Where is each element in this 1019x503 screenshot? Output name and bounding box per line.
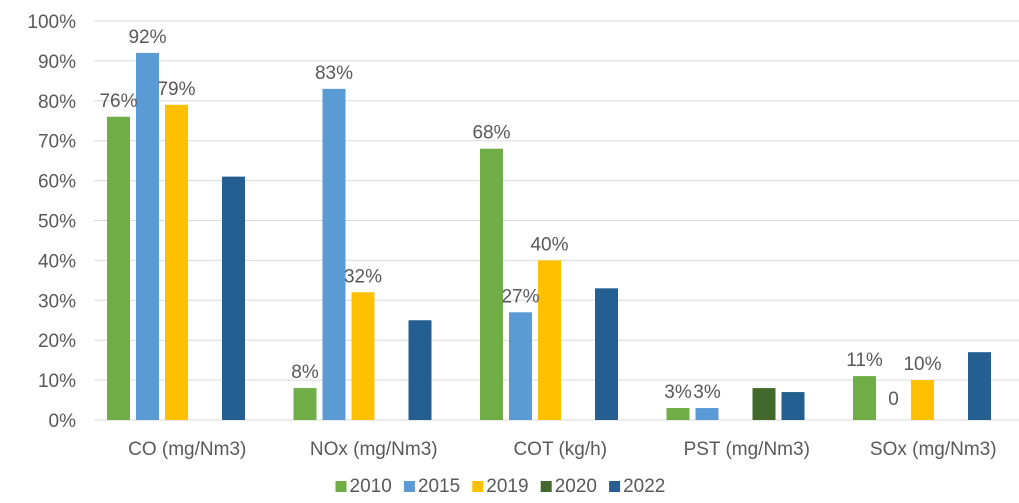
bar-2015 <box>509 312 532 420</box>
bar-2010 <box>853 376 876 420</box>
legend-swatch-2019 <box>472 481 484 492</box>
data-labels: 76% 92% 79% 8% 83% 32% 68% 27% 40% 3% 3% 11%010% <box>99 27 941 410</box>
bar-2010 <box>480 148 503 420</box>
legend-label: 2010 <box>350 476 392 497</box>
data-label: 3% <box>664 382 692 403</box>
x-tick-label: SOx (mg/Nm3) <box>870 439 997 460</box>
legend-swatch-2015 <box>403 481 415 492</box>
y-tick-label: 50% <box>38 212 76 233</box>
bar-2022 <box>222 176 245 420</box>
y-tick-label: 30% <box>38 291 76 312</box>
legend-swatch-2022 <box>609 481 621 492</box>
data-label: 0 <box>888 389 899 410</box>
x-tick-label: CO (mg/Nm3) <box>128 439 246 460</box>
legend-swatch-2010 <box>335 481 347 492</box>
data-label: 79% <box>157 79 195 100</box>
data-label: 32% <box>344 266 382 287</box>
bar-2015 <box>136 52 159 421</box>
y-tick-label: 100% <box>27 12 76 33</box>
data-label: 8% <box>291 362 319 383</box>
data-label: 76% <box>99 91 137 112</box>
bar-2020 <box>752 388 776 420</box>
data-label: 27% <box>501 286 539 307</box>
x-tick-label: COT (kg/h) <box>513 439 607 460</box>
y-tick-label: 80% <box>38 92 76 113</box>
bar-2010 <box>107 116 130 420</box>
y-tick-label: 70% <box>38 132 76 153</box>
bar-2015 <box>695 408 719 420</box>
bar-2019 <box>351 292 375 420</box>
legend-label: 2019 <box>486 476 528 497</box>
legend-label: 2015 <box>418 476 460 497</box>
y-tick-label: 40% <box>38 251 76 272</box>
data-label: 83% <box>315 63 353 84</box>
bar-2022 <box>968 352 991 420</box>
data-label: 10% <box>903 354 941 375</box>
bars <box>107 52 991 421</box>
bar-2019 <box>911 380 934 420</box>
bar-2019 <box>538 260 561 420</box>
data-label: 3% <box>693 382 721 403</box>
y-tick-label: 90% <box>38 52 76 73</box>
data-label: 40% <box>530 234 568 255</box>
bar-2010 <box>666 408 690 420</box>
y-axis-tick-labels: 0% 10% 20% 30% 40% 50% 60% 70% 80% 90% 100% <box>27 12 76 432</box>
bar-2015 <box>322 88 346 420</box>
y-tick-label: 0% <box>49 411 77 432</box>
legend-label: 2022 <box>623 476 665 497</box>
y-tick-label: 60% <box>38 172 76 193</box>
data-label: 68% <box>472 123 510 144</box>
legend: 2010 2015 2019 2020 2022 <box>335 476 665 497</box>
x-axis-tick-labels: CO (mg/Nm3) NOx (mg/Nm3) COT (kg/h) PST (mg… <box>128 439 996 460</box>
bar-2022 <box>595 288 618 420</box>
legend-label: 2020 <box>555 476 597 497</box>
y-tick-label: 10% <box>38 371 76 392</box>
legend-swatch-2020 <box>540 481 552 492</box>
x-tick-label: PST (mg/Nm3) <box>684 439 810 460</box>
data-label: 11% <box>846 350 883 371</box>
bar-2022 <box>781 392 805 420</box>
x-tick-label: NOx (mg/Nm3) <box>310 439 438 460</box>
bar-2019 <box>165 104 188 420</box>
bar-2022 <box>408 320 432 420</box>
bar-2010 <box>293 388 317 420</box>
data-label: 92% <box>128 27 166 48</box>
y-tick-label: 20% <box>38 331 76 352</box>
